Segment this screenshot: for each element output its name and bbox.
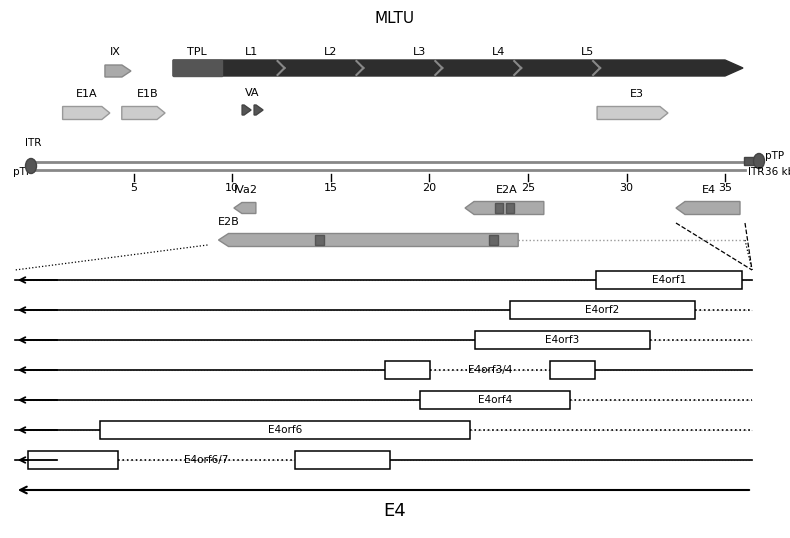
FancyArrow shape [234,202,256,214]
FancyArrow shape [597,107,668,119]
Text: 35: 35 [718,183,732,193]
Bar [385,361,430,379]
FancyArrow shape [242,105,251,115]
Text: IX: IX [110,47,120,57]
Text: E1B: E1B [137,89,158,99]
Bar [475,331,650,349]
Text: L3: L3 [413,47,427,57]
Bar [488,235,498,245]
Bar [420,391,570,409]
Bar [550,361,595,379]
Text: E4orf1: E4orf1 [652,275,687,285]
Text: MLTU: MLTU [375,11,415,26]
Text: E4: E4 [702,185,716,195]
Bar [315,235,324,245]
Text: L1: L1 [246,47,258,57]
FancyArrow shape [173,60,743,76]
Text: 25: 25 [521,183,535,193]
Text: 15: 15 [324,183,338,193]
Text: E4orf3: E4orf3 [545,335,580,345]
Bar [506,203,514,213]
Text: 36 kbp: 36 kbp [765,167,790,177]
Text: E4orf6/7: E4orf6/7 [184,455,228,465]
FancyArrow shape [676,202,740,215]
Bar [495,203,502,213]
Text: L5: L5 [581,47,594,57]
Text: 30: 30 [619,183,634,193]
Ellipse shape [754,153,765,168]
Text: TPL: TPL [187,47,207,57]
FancyArrow shape [219,233,518,246]
Text: VA: VA [245,88,259,98]
Bar [295,451,390,469]
FancyArrow shape [122,107,165,119]
Text: 5: 5 [130,183,137,193]
Text: L2: L2 [324,47,337,57]
Text: E2B: E2B [217,217,239,227]
FancyArrow shape [254,105,263,115]
Text: pTP: pTP [13,167,32,177]
Text: IVa2: IVa2 [234,185,258,195]
FancyArrow shape [62,107,110,119]
Text: E4orf4: E4orf4 [478,395,512,405]
Bar [596,271,742,289]
Ellipse shape [25,159,36,173]
Bar [510,301,695,319]
FancyArrow shape [105,65,131,77]
Bar [28,451,118,469]
Text: 20: 20 [423,183,437,193]
Text: L4: L4 [492,47,505,57]
Text: pTP: pTP [765,151,784,161]
Text: 10: 10 [225,183,239,193]
Text: E1A: E1A [75,89,97,99]
Text: E4orf2: E4orf2 [585,305,619,315]
Bar [173,60,222,76]
Text: E4orf6: E4orf6 [268,425,302,435]
Text: E4orf3/4: E4orf3/4 [468,365,512,375]
Bar [744,157,754,165]
Text: E4: E4 [384,502,406,520]
FancyArrow shape [465,202,544,215]
Text: E3: E3 [630,89,644,99]
Bar [100,421,470,439]
Text: ITR: ITR [24,138,41,148]
Text: E2A: E2A [495,185,517,195]
Text: ITR: ITR [748,167,765,177]
